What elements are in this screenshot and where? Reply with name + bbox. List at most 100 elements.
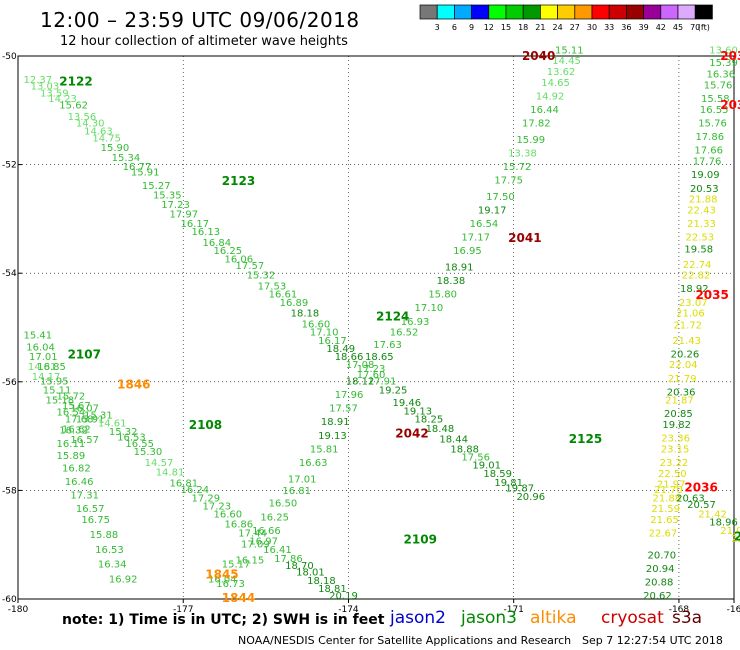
swh-value: 16.60 [214,510,243,521]
swh-value: 19.81 [494,478,523,489]
swh-value: 15.81 [310,444,339,455]
pass-label: 2123 [222,174,255,188]
pass-label: 2041 [508,231,541,245]
legend-swatch [505,4,524,20]
swh-value: 16.95 [453,246,482,257]
swh-value: 16.13 [191,227,220,238]
legend-label: 6 [452,23,457,32]
swh-value: 18.92 [680,284,709,295]
swh-value: 16.32 [59,425,88,436]
satellite-cryosat: cryosat [601,608,664,628]
swh-value: 17.97 [169,209,198,220]
y-tick-label: -50 [2,52,17,62]
swh-value: 17.91 [368,377,397,388]
swh-value: 16.62 [62,424,91,435]
swh-value: 16.85 [37,362,66,373]
swh-value: 15.99 [516,135,545,146]
swh-value: 15.72 [57,392,86,403]
swh-value: 19.01 [472,461,501,472]
pass-label: 2035 [695,288,728,302]
color-legend: 3 6 9 12 15 18 21 24 27 30 33 36 39 42 45 70(ft) [419,4,713,32]
legend-label: 36 [621,23,631,32]
legend-label: 39 [639,23,649,32]
swh-value: 16.41 [263,545,292,556]
swh-value: 22.53 [686,233,715,244]
legend-swatch [454,4,472,20]
swh-value: 18.12 [346,377,375,388]
legend-label: 9 [469,23,474,32]
pass-label: 2122 [59,75,92,89]
pass-label: 2107 [68,348,101,362]
swh-value: 20.70 [648,550,677,561]
pass-label: 2109 [404,532,437,546]
swh-value: 17.23 [161,200,190,211]
swh-value: 19.25 [379,386,408,397]
swh-value: 21.88 [652,493,681,504]
swh-value: 17.63 [373,340,402,351]
swh-value: 13.56 [68,112,97,123]
swh-value: 16.50 [269,499,298,510]
swh-value: 17.56 [461,453,490,464]
legend-swatch [694,4,713,20]
swh-value: 16.86 [225,519,254,530]
y-tick-label: -54 [2,269,17,279]
grid-layer [18,56,734,599]
swh-value: 16.11 [57,439,86,450]
legend-swatch [419,4,438,20]
swh-value: 21.33 [687,219,716,230]
swh-value: 14.30 [76,119,105,130]
swh-value: 14.92 [536,91,565,102]
swh-value: 16.82 [62,463,91,474]
chart-title: 12:00 – 23:59 UTC 09/06/2018 [40,8,360,32]
satellite-altika: altika [530,608,577,628]
pass-label: 1846 [117,378,150,392]
swh-value: 16.77 [123,162,152,173]
swh-value: 20.88 [645,577,674,588]
swh-value: 17.68 [65,415,94,426]
swh-value: 16.61 [269,290,298,301]
swh-value: 21.72 [673,321,702,332]
swh-value: 13.38 [508,148,537,159]
swh-value: 15.80 [428,290,457,301]
swh-value: 21.70 [654,485,683,496]
legend-swatch [574,4,593,20]
swh-value: 19.13 [318,431,347,442]
pass-label: 203 [720,49,740,63]
y-tick-label: -52 [2,161,17,171]
swh-value: 13.03 [31,82,60,93]
swh-value: 15.89 [57,451,86,462]
swh-value: 15.30 [134,447,163,458]
swh-value: 16.04 [208,575,237,586]
swh-value: 18.70 [285,561,314,572]
swh-value: 22.50 [658,469,687,480]
swh-value: 16.25 [214,246,243,257]
swh-value: 17.60 [357,370,386,381]
swh-value: 15.27 [142,181,171,192]
swh-value: 18.81 [318,584,347,595]
swh-value: 17.86 [695,132,724,143]
x-tick-label: -177 [173,605,193,615]
swh-value: 22.43 [687,205,716,216]
swh-value: 14.17 [32,372,61,383]
legend-swatch [436,4,455,20]
swh-value: 17.82 [522,119,551,130]
swh-value: 17.66 [694,146,723,157]
pass-labels: 2122 2123 2124 2125 2107 2108 2109 2040 2041 2042… [59,49,740,605]
legend-swatch [471,4,490,20]
swh-value: 13.60 [709,45,738,56]
swh-value: 21.08 [720,526,740,537]
legend-label: 24 [553,23,563,32]
pass-label: 1844 [222,591,255,605]
swh-value: 16.34 [98,560,127,571]
swh-value: 17.10 [415,303,444,314]
swh-value: 17.96 [335,390,364,401]
swh-value: 16.63 [299,458,328,469]
swh-value: 21.65 [650,515,679,526]
x-tick-label: -171 [503,605,523,615]
swh-value: 17.76 [693,157,722,168]
swh-value: 19.46 [393,398,422,409]
swh-value: 21.79 [668,374,697,385]
legend-label: 42 [656,23,666,32]
swh-value: 18.48 [426,424,455,435]
